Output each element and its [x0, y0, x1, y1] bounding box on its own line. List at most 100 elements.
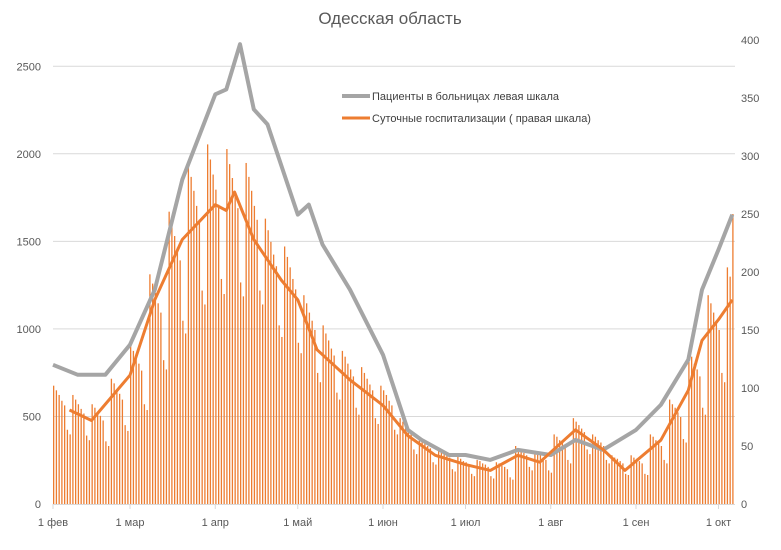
bar: [314, 330, 316, 504]
bar: [427, 446, 429, 504]
bar: [369, 384, 371, 504]
bar: [108, 446, 110, 504]
bar: [724, 382, 726, 504]
bar: [231, 178, 234, 505]
bar: [358, 414, 360, 504]
bar: [366, 378, 368, 504]
bar: [564, 446, 566, 504]
bar: [80, 408, 82, 504]
bar: [292, 278, 294, 504]
bar: [457, 456, 459, 504]
bar: [583, 432, 586, 504]
y-left-tick-label: 0: [35, 499, 41, 511]
bar: [253, 205, 256, 504]
bar: [410, 432, 412, 504]
bar: [347, 363, 349, 504]
bar: [388, 400, 390, 504]
bar: [669, 399, 671, 504]
bar: [548, 470, 550, 504]
bar: [556, 436, 558, 504]
bar: [284, 246, 286, 505]
bar: [270, 241, 272, 504]
bar: [611, 455, 613, 504]
x-tick-label: 1 мар: [116, 517, 145, 529]
bar: [658, 442, 660, 504]
y-left-tick-label: 2000: [17, 149, 41, 161]
x-tick-label: 1 авг: [538, 517, 563, 529]
bar: [619, 461, 621, 504]
bar: [638, 461, 641, 504]
bar: [344, 356, 346, 504]
bar: [575, 421, 577, 504]
y-right-tick-label: 0: [741, 499, 747, 511]
bar: [473, 476, 476, 504]
bar: [215, 189, 217, 504]
bar: [608, 463, 610, 504]
bar: [99, 415, 102, 504]
bar: [449, 457, 451, 504]
bar: [534, 450, 536, 504]
bar: [471, 473, 473, 504]
bar: [83, 413, 85, 504]
bar: [226, 149, 228, 505]
bar: [341, 350, 344, 504]
x-tick-label: 1 июл: [451, 517, 481, 529]
bar: [435, 464, 437, 504]
bar: [154, 292, 157, 504]
bar: [374, 418, 377, 504]
line-series: [52, 42, 735, 472]
bar: [581, 428, 583, 504]
bar: [592, 434, 594, 504]
bar: [168, 211, 170, 504]
bar: [685, 442, 687, 504]
bar: [66, 429, 69, 504]
bar: [647, 475, 649, 504]
bar: [333, 355, 335, 504]
x-tick-label: 1 апр: [202, 517, 229, 529]
y-right-tick-label: 200: [741, 267, 759, 279]
bar: [248, 176, 250, 504]
bar: [336, 392, 338, 504]
bar: [729, 276, 731, 504]
bar: [726, 267, 729, 504]
bar: [416, 454, 418, 504]
bar: [119, 393, 121, 504]
bar: [229, 164, 231, 504]
bar: [520, 450, 522, 504]
bar: [421, 440, 423, 504]
bar: [179, 260, 181, 504]
y-right-tick-label: 350: [741, 93, 759, 105]
bar: [528, 466, 531, 504]
bar: [553, 434, 555, 504]
bar: [311, 320, 313, 504]
bar: [460, 458, 462, 504]
bar: [361, 367, 363, 504]
bar: [394, 429, 396, 504]
bar: [380, 385, 382, 504]
x-axis: 1 фев 1 мар 1 апр 1 май 1 июн 1 июл 1 авг 1 сен…: [38, 504, 735, 529]
bar: [187, 162, 190, 504]
bar: [625, 473, 627, 504]
bar: [589, 454, 591, 504]
bar: [542, 457, 544, 504]
bar: [693, 363, 696, 504]
bar: [330, 348, 333, 504]
bar: [295, 289, 297, 504]
bar: [350, 369, 352, 504]
bar: [196, 205, 198, 504]
bar: [88, 440, 91, 504]
bar: [633, 457, 635, 504]
chart-title: Одесская область: [318, 9, 462, 28]
bar: [594, 436, 597, 504]
bar: [262, 304, 264, 504]
bar: [446, 455, 448, 504]
y-right-tick-label: 50: [741, 441, 753, 453]
bar: [55, 390, 58, 504]
bar: [143, 404, 146, 504]
bar: [77, 404, 80, 504]
bar: [297, 342, 300, 504]
bar: [185, 333, 187, 504]
bar: [207, 144, 209, 504]
bar: [138, 363, 140, 504]
bar: [636, 458, 638, 504]
